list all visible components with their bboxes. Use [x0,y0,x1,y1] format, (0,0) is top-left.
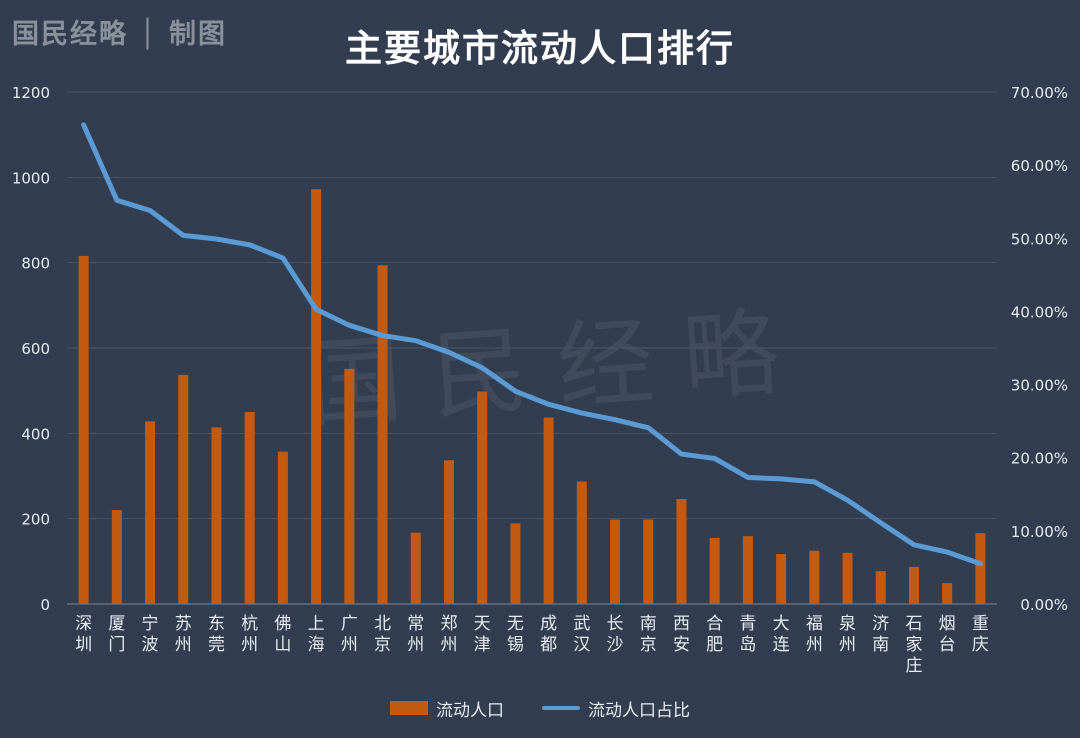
x-tick-label: 天津 [474,614,491,655]
left-tick-label: 1200 [12,84,50,102]
x-tick-label: 郑州 [440,614,457,655]
right-axis: 0.00% 10.00% 20.00% 30.00% 40.00% 50.00% 60.00… [1011,84,1068,614]
x-tick-label: 上海 [308,614,325,655]
x-tick-label: 佛山 [274,614,291,655]
x-tick-label: 合肥 [706,614,723,655]
legend-label-line: 流动人口占比 [588,700,690,721]
bar [211,427,222,604]
x-tick-label: 常州 [407,614,424,655]
right-tick-label: 40.00% [1011,303,1068,321]
right-tick-label: 30.00% [1011,377,1068,395]
left-tick-label: 0 [40,596,50,614]
x-tick-label: 东莞 [208,614,225,655]
bar [344,368,355,604]
x-tick-label: 厦门 [108,614,125,655]
x-tick-label: 烟台 [939,614,956,655]
bar [776,554,787,604]
x-tick-label: 深圳 [75,614,92,655]
right-tick-label: 10.00% [1011,523,1068,541]
bar [543,417,554,604]
x-tick-label: 南京 [640,614,657,655]
bar [643,519,654,604]
legend-label-bar: 流动人口 [436,700,504,721]
x-tick-label: 济南 [872,614,889,655]
bar [942,583,953,604]
line-series [81,122,983,567]
chart-title: 主要城市流动人口排行 [345,27,735,70]
bar [410,532,421,604]
left-tick-label: 600 [21,340,50,358]
x-tick-label: 宁波 [142,614,159,655]
bar [676,499,687,604]
x-tick-label: 成都 [540,614,557,655]
bar [78,255,89,604]
x-tick-label: 泉州 [839,614,856,655]
bar [145,421,156,604]
x-axis: 深圳厦门宁波苏州东莞杭州佛山上海广州北京常州郑州天津无锡成都武汉长沙南京西安合肥… [75,614,989,676]
x-tick-label: 重庆 [972,614,989,655]
legend-swatch-line [542,706,580,710]
x-tick-label: 北京 [374,614,391,655]
x-tick-label: 武汉 [573,614,590,655]
x-tick-label: 无锡 [507,614,524,655]
left-tick-label: 1000 [12,169,50,187]
right-tick-label: 20.00% [1011,450,1068,468]
right-tick-label: 70.00% [1011,84,1068,102]
right-tick-label: 0.00% [1020,596,1068,614]
x-tick-label: 石家庄 [905,614,922,676]
bar [908,566,919,604]
bar [443,460,454,604]
right-tick-label: 60.00% [1011,157,1068,175]
x-tick-label: 长沙 [607,614,624,655]
grid-lines [67,91,997,605]
line-path [81,122,983,567]
bar [178,374,189,604]
legend-item-line: 流动人口占比 [542,696,690,721]
bar [975,533,986,604]
brand-label: 国民经略 │ 制图 [12,19,228,50]
bar [111,510,122,604]
left-axis: 0 200 400 600 800 1000 1200 [12,84,50,614]
bar [875,571,886,604]
x-tick-label: 西安 [673,614,690,655]
bar [842,552,853,604]
left-tick-label: 400 [21,425,50,443]
bar [244,412,255,604]
bar [277,451,288,604]
legend-swatch-bar [390,701,428,715]
bar [377,265,388,604]
x-tick-label: 青岛 [739,614,756,655]
left-tick-label: 800 [21,255,50,273]
x-tick-label: 广州 [341,614,358,655]
bar [510,523,521,604]
bar [742,536,753,604]
left-tick-label: 200 [21,511,50,529]
x-tick-label: 福州 [806,614,823,655]
x-tick-label: 苏州 [175,614,192,655]
bar-series [78,189,986,604]
x-tick-label: 大连 [773,614,790,655]
bar [477,391,488,604]
bar [311,189,322,604]
right-tick-label: 50.00% [1011,230,1068,248]
bar [576,481,587,604]
bar [610,519,621,604]
bar [809,550,820,604]
bar [709,537,720,604]
x-tick-label: 杭州 [241,614,258,655]
legend-item-bar: 流动人口 [390,696,504,721]
